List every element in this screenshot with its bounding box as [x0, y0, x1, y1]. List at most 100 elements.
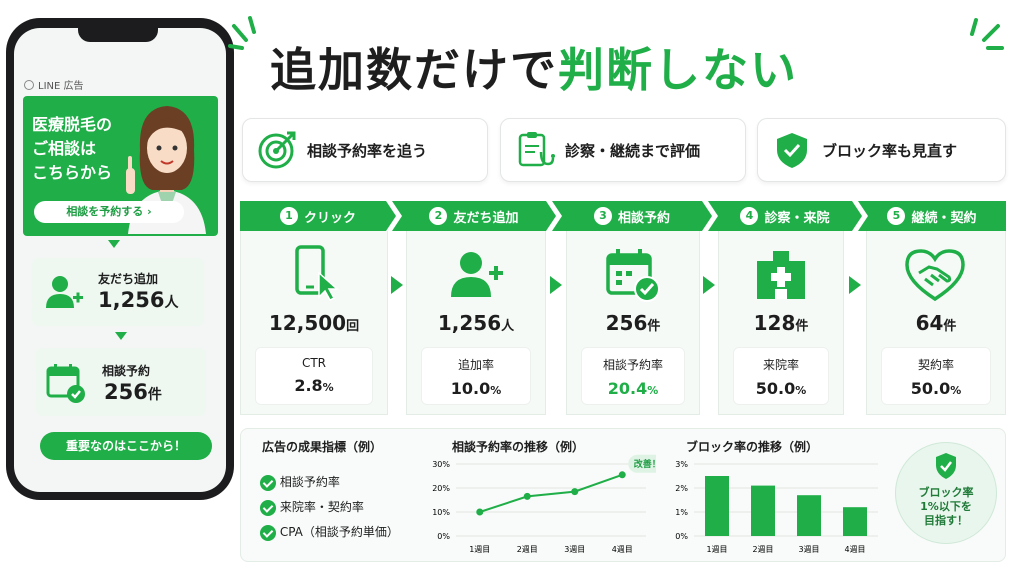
- step-unit: 回: [346, 319, 360, 334]
- step-unit: 人: [501, 319, 515, 334]
- rate-unit: %: [322, 381, 334, 394]
- check-icon: [260, 474, 276, 491]
- step-value: 64: [915, 311, 944, 335]
- reserve-consultation-button[interactable]: 相談を予約する ›: [34, 201, 184, 223]
- step-count: 256件: [567, 311, 699, 335]
- x-tick-label: 2週目: [517, 545, 538, 554]
- friends-value: 1,256人: [98, 288, 178, 312]
- step-4-card: 128件 来院率 50.0%: [718, 231, 844, 415]
- step-number: 5: [887, 207, 906, 225]
- sparkle-right-icon: [970, 18, 1004, 50]
- y-tick-label: 30%: [432, 460, 450, 469]
- rate-value: 20.4%: [582, 379, 684, 398]
- metric-item: 相談予約率: [260, 470, 399, 495]
- calendar-check-icon: [606, 249, 660, 302]
- banner-line: 医療脱毛の: [32, 115, 113, 134]
- smartphone-click-icon: [295, 245, 339, 301]
- down-arrow-icon: [108, 240, 120, 248]
- y-tick-label: 3%: [675, 460, 688, 469]
- phone-notch: [78, 26, 158, 42]
- clipboard-stethoscope-icon: [518, 132, 555, 167]
- chip-consult-rate: 相談予約率を追う: [242, 118, 488, 182]
- bar: [797, 495, 821, 536]
- bar-chart-title: ブロック率の推移（例）: [686, 440, 819, 454]
- metric-label: 来院率・契約率: [279, 500, 364, 514]
- chip-label: ブロック率も見直す: [822, 141, 958, 160]
- metrics-list: 相談予約率 来院率・契約率 CPA（相談予約単価）: [260, 470, 399, 545]
- target-icon: [258, 131, 296, 169]
- ad-label-text: LINE 広告: [38, 81, 84, 92]
- y-tick-label: 0%: [437, 532, 450, 541]
- block-rate-bar-chart: 0% 1% 2% 3% 1週目 2週目 3週目 4週目: [675, 460, 878, 554]
- rate-label: 相談予約率: [602, 358, 663, 372]
- doctor-illustration: [126, 106, 206, 234]
- step-label: 診察・来院: [764, 210, 830, 226]
- banner-text: 医療脱毛の ご相談は こちらから: [32, 113, 142, 185]
- rate-label: 追加率: [457, 358, 494, 372]
- step-number: 4: [740, 207, 758, 225]
- line-chart-title: 相談予約率の推移（例）: [452, 440, 585, 454]
- step-3-header: 3 相談予約: [552, 201, 712, 231]
- rate-box: CTR 2.8%: [255, 347, 373, 405]
- step-unit: 件: [943, 319, 957, 334]
- friends-number: 1,256: [98, 288, 165, 312]
- consult-unit: 件: [147, 387, 162, 403]
- step-5-card: 64件 契約率 50.0%: [866, 231, 1006, 415]
- step-2-card: 1,256人 追加率 10.0%: [406, 231, 546, 415]
- series-line: [479, 473, 623, 513]
- flow-arrow-icon: [550, 276, 562, 294]
- y-tick-label: 1%: [675, 508, 688, 517]
- step-number: 1: [280, 207, 298, 225]
- flow-arrow-icon: [391, 276, 403, 294]
- friends-unit: 人: [164, 295, 179, 311]
- bar: [751, 485, 775, 536]
- friends-card: [32, 258, 204, 326]
- rate-label: 来院率: [762, 358, 799, 372]
- step-label: クリック: [303, 210, 356, 226]
- banner-line: こちらから: [32, 163, 113, 182]
- hospital-icon: [757, 251, 805, 299]
- rate-unit: %: [795, 384, 807, 397]
- rate-number: 2.8: [294, 376, 323, 395]
- user-icon: [24, 79, 34, 90]
- bar: [705, 476, 729, 536]
- rate-value: 2.8%: [256, 376, 372, 395]
- step-1-card: 12,500回 CTR 2.8%: [240, 231, 388, 415]
- chip-evaluation: 診察・継続まで評価: [500, 118, 746, 182]
- badge-text: ブロック率 1%以下を 目指す！: [895, 486, 997, 528]
- ad-label: LINE 広告: [24, 77, 84, 92]
- step-number: 2: [429, 207, 447, 225]
- y-tick-label: 2%: [675, 484, 688, 493]
- data-point: [523, 492, 531, 500]
- sparkle-left-icon: [228, 16, 256, 50]
- add-user-icon: [46, 276, 83, 308]
- chip-label: 診察・継続まで評価: [565, 141, 701, 160]
- rate-value: 50.0%: [734, 379, 828, 398]
- consult-rate-line-chart: 0% 10% 20% 30% 1週目 2週目 3週目 4週目 改善！: [432, 454, 656, 554]
- metric-label: 相談予約率: [279, 475, 340, 489]
- step-unit: 件: [647, 319, 661, 334]
- rate-box: 追加率 10.0%: [421, 347, 531, 405]
- rate-label: 契約率: [917, 358, 954, 372]
- friends-label: 友だち追加: [98, 272, 159, 286]
- step-3-card: 256件 相談予約率 20.4%: [566, 231, 700, 415]
- y-tick-label: 10%: [432, 508, 450, 517]
- step-2-header: 2 友だち追加: [392, 201, 556, 231]
- important-button[interactable]: 重要なのはここから！: [40, 432, 212, 460]
- step-label: 相談予約: [617, 210, 670, 226]
- consult-number: 256: [104, 380, 148, 404]
- annotation-text: 改善！: [634, 458, 656, 470]
- y-tick-label: 20%: [432, 484, 450, 493]
- step-label: 継続・契約: [911, 210, 977, 226]
- data-point: [571, 488, 579, 496]
- step-value: 256: [605, 311, 648, 335]
- step-unit: 件: [795, 319, 809, 334]
- rate-label: CTR: [301, 356, 327, 370]
- consult-value: 256件: [104, 380, 162, 404]
- x-tick-label: 3週目: [798, 545, 819, 554]
- chip-label: 相談予約率を追う: [307, 141, 428, 160]
- check-icon: [260, 499, 276, 516]
- flow-arrow-icon: [849, 276, 861, 294]
- bar: [843, 507, 867, 536]
- shield-check-icon: [936, 453, 956, 479]
